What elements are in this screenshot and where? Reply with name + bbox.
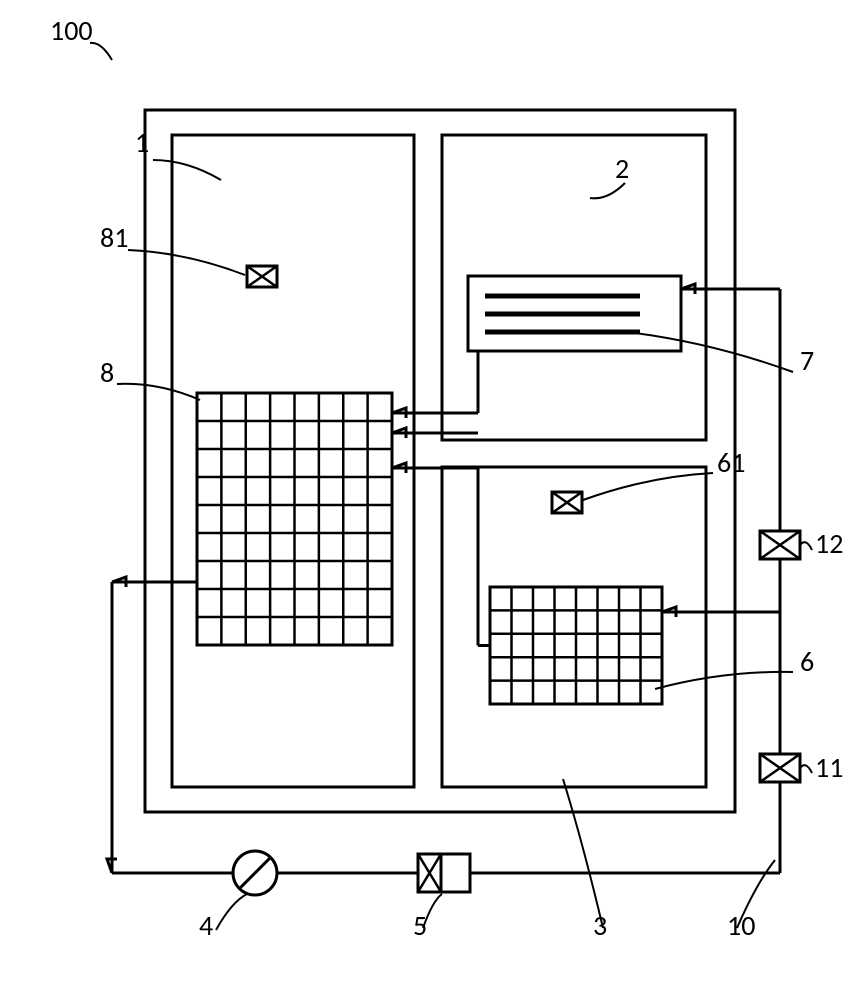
svg-text:8: 8 xyxy=(100,355,114,390)
svg-text:4: 4 xyxy=(199,908,213,943)
svg-text:6: 6 xyxy=(800,644,814,679)
svg-text:81: 81 xyxy=(100,220,128,255)
svg-text:3: 3 xyxy=(593,908,607,943)
svg-text:2: 2 xyxy=(615,151,629,186)
svg-text:5: 5 xyxy=(413,908,427,943)
svg-text:11: 11 xyxy=(815,750,843,785)
svg-text:10: 10 xyxy=(727,908,755,943)
svg-text:1: 1 xyxy=(135,125,149,160)
svg-text:100: 100 xyxy=(50,13,93,48)
svg-text:61: 61 xyxy=(717,445,745,480)
svg-text:7: 7 xyxy=(800,343,814,378)
svg-text:12: 12 xyxy=(815,526,843,561)
